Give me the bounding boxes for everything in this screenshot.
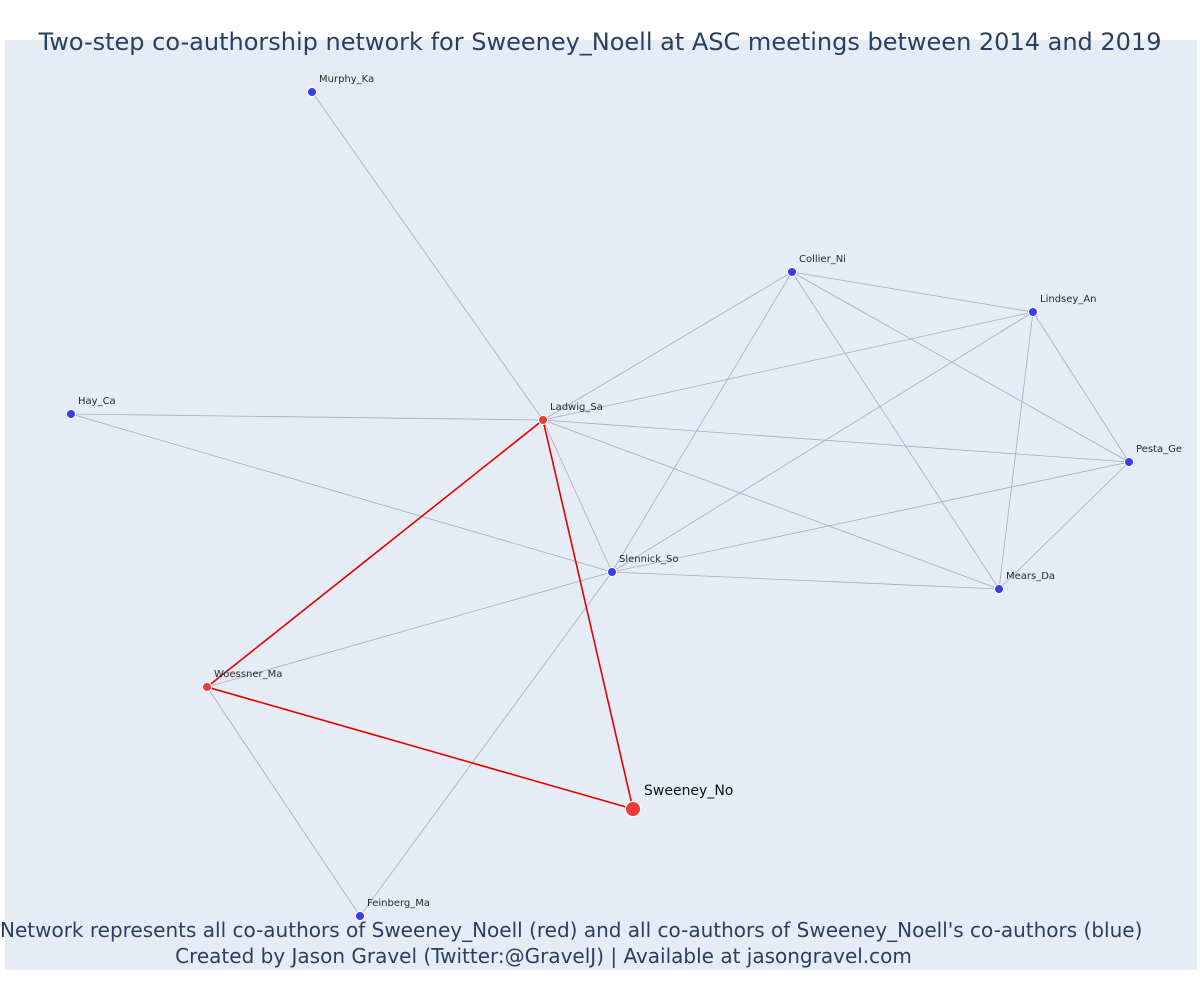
node-label-sweeney_no: Sweeney_No: [644, 783, 733, 799]
edge-ladwig_sa-hay_ca: [70, 413, 544, 421]
edge-ladwig_sa-sweeney_no: [542, 419, 634, 810]
caption-credit: Created by Jason Gravel (Twitter:@Gravel…: [175, 944, 912, 968]
edge-woessner_ma-feinberg_ma: [206, 686, 361, 917]
node-woessner_ma[interactable]: [202, 682, 212, 692]
edge-slennick_so-woessner_ma: [206, 571, 613, 688]
node-label-lindsey_an: Lindsey_An: [1040, 294, 1097, 305]
edge-lindsey_an-pesta_ge: [1032, 311, 1130, 463]
node-label-ladwig_sa: Ladwig_Sa: [550, 402, 603, 413]
edge-ladwig_sa-lindsey_an: [542, 311, 1034, 421]
edge-hay_ca-slennick_so: [70, 413, 613, 573]
node-sweeney_no[interactable]: [625, 801, 641, 817]
edge-pesta_ge-slennick_so: [611, 461, 1130, 573]
node-label-murphy_ka: Murphy_Ka: [319, 74, 374, 85]
edge-lindsey_an-slennick_so: [611, 311, 1034, 573]
node-label-pesta_ge: Pesta_Ge: [1136, 444, 1182, 455]
node-hay_ca[interactable]: [66, 409, 76, 419]
edge-collier_ni-pesta_ge: [791, 271, 1130, 463]
edges-layer: [70, 91, 1130, 917]
node-label-woessner_ma: Woessner_Ma: [214, 669, 282, 680]
node-pesta_ge[interactable]: [1124, 457, 1134, 467]
node-murphy_ka[interactable]: [307, 87, 317, 97]
chart-title: Two-step co-authorship network for Sween…: [38, 28, 1162, 56]
plot-background: [5, 40, 1197, 970]
edge-woessner_ma-sweeney_no: [206, 686, 634, 810]
edge-lindsey_an-mears_da: [998, 311, 1034, 590]
edge-collier_ni-slennick_so: [611, 271, 793, 573]
node-ladwig_sa[interactable]: [538, 415, 548, 425]
edge-ladwig_sa-slennick_so: [542, 419, 613, 573]
node-label-collier_ni: Collier_Ni: [799, 254, 846, 265]
edge-collier_ni-mears_da: [791, 271, 1000, 590]
node-mears_da[interactable]: [994, 584, 1004, 594]
labels-layer: Murphy_Ka Collier_Ni Lindsey_An Hay_Ca Ladwi…: [78, 74, 1182, 909]
edge-ladwig_sa-mears_da: [542, 419, 1000, 590]
node-label-slennick_so: Slennick_So: [619, 554, 679, 565]
node-slennick_so[interactable]: [607, 567, 617, 577]
node-collier_ni[interactable]: [787, 267, 797, 277]
edge-pesta_ge-mears_da: [998, 461, 1130, 590]
edge-ladwig_sa-woessner_ma: [206, 419, 544, 688]
edge-slennick_so-feinberg_ma: [359, 571, 613, 917]
node-feinberg_ma[interactable]: [355, 911, 365, 921]
edge-collier_ni-lindsey_an: [791, 271, 1034, 313]
edge-ladwig_sa-pesta_ge: [542, 419, 1130, 463]
edge-slennick_so-mears_da: [611, 571, 1000, 590]
nodes-layer: [66, 87, 1134, 921]
edge-ladwig_sa-collier_ni: [542, 271, 793, 421]
node-label-feinberg_ma: Feinberg_Ma: [367, 898, 430, 909]
node-lindsey_an[interactable]: [1028, 307, 1038, 317]
edge-ladwig_sa-murphy_ka: [311, 91, 544, 421]
node-label-mears_da: Mears_Da: [1006, 571, 1055, 582]
caption-legend-note: Network represents all co-authors of Swe…: [0, 918, 1143, 942]
node-label-hay_ca: Hay_Ca: [78, 396, 116, 407]
